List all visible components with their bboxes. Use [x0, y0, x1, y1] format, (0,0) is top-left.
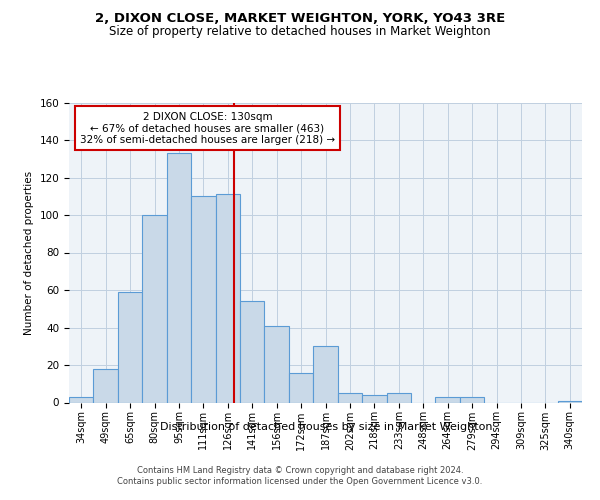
Bar [240, 301, 265, 402]
Bar [118, 292, 142, 403]
Bar [265, 326, 289, 402]
Bar [94, 369, 118, 402]
Bar [436, 397, 460, 402]
Text: 2 DIXON CLOSE: 130sqm
← 67% of detached houses are smaller (463)
32% of semi-det: 2 DIXON CLOSE: 130sqm ← 67% of detached … [80, 112, 335, 144]
Bar [191, 196, 215, 402]
Bar [557, 400, 582, 402]
Text: Distribution of detached houses by size in Market Weighton: Distribution of detached houses by size … [160, 422, 492, 432]
Text: 2, DIXON CLOSE, MARKET WEIGHTON, YORK, YO43 3RE: 2, DIXON CLOSE, MARKET WEIGHTON, YORK, Y… [95, 12, 505, 26]
Bar [460, 397, 484, 402]
Bar [313, 346, 338, 403]
Bar [142, 215, 167, 402]
Bar [362, 395, 386, 402]
Text: Size of property relative to detached houses in Market Weighton: Size of property relative to detached ho… [109, 25, 491, 38]
Text: Contains public sector information licensed under the Open Government Licence v3: Contains public sector information licen… [118, 478, 482, 486]
Bar [167, 153, 191, 402]
Y-axis label: Number of detached properties: Number of detached properties [24, 170, 34, 334]
Bar [289, 372, 313, 402]
Bar [386, 393, 411, 402]
Bar [69, 397, 94, 402]
Bar [215, 194, 240, 402]
Bar [338, 393, 362, 402]
Text: Contains HM Land Registry data © Crown copyright and database right 2024.: Contains HM Land Registry data © Crown c… [137, 466, 463, 475]
